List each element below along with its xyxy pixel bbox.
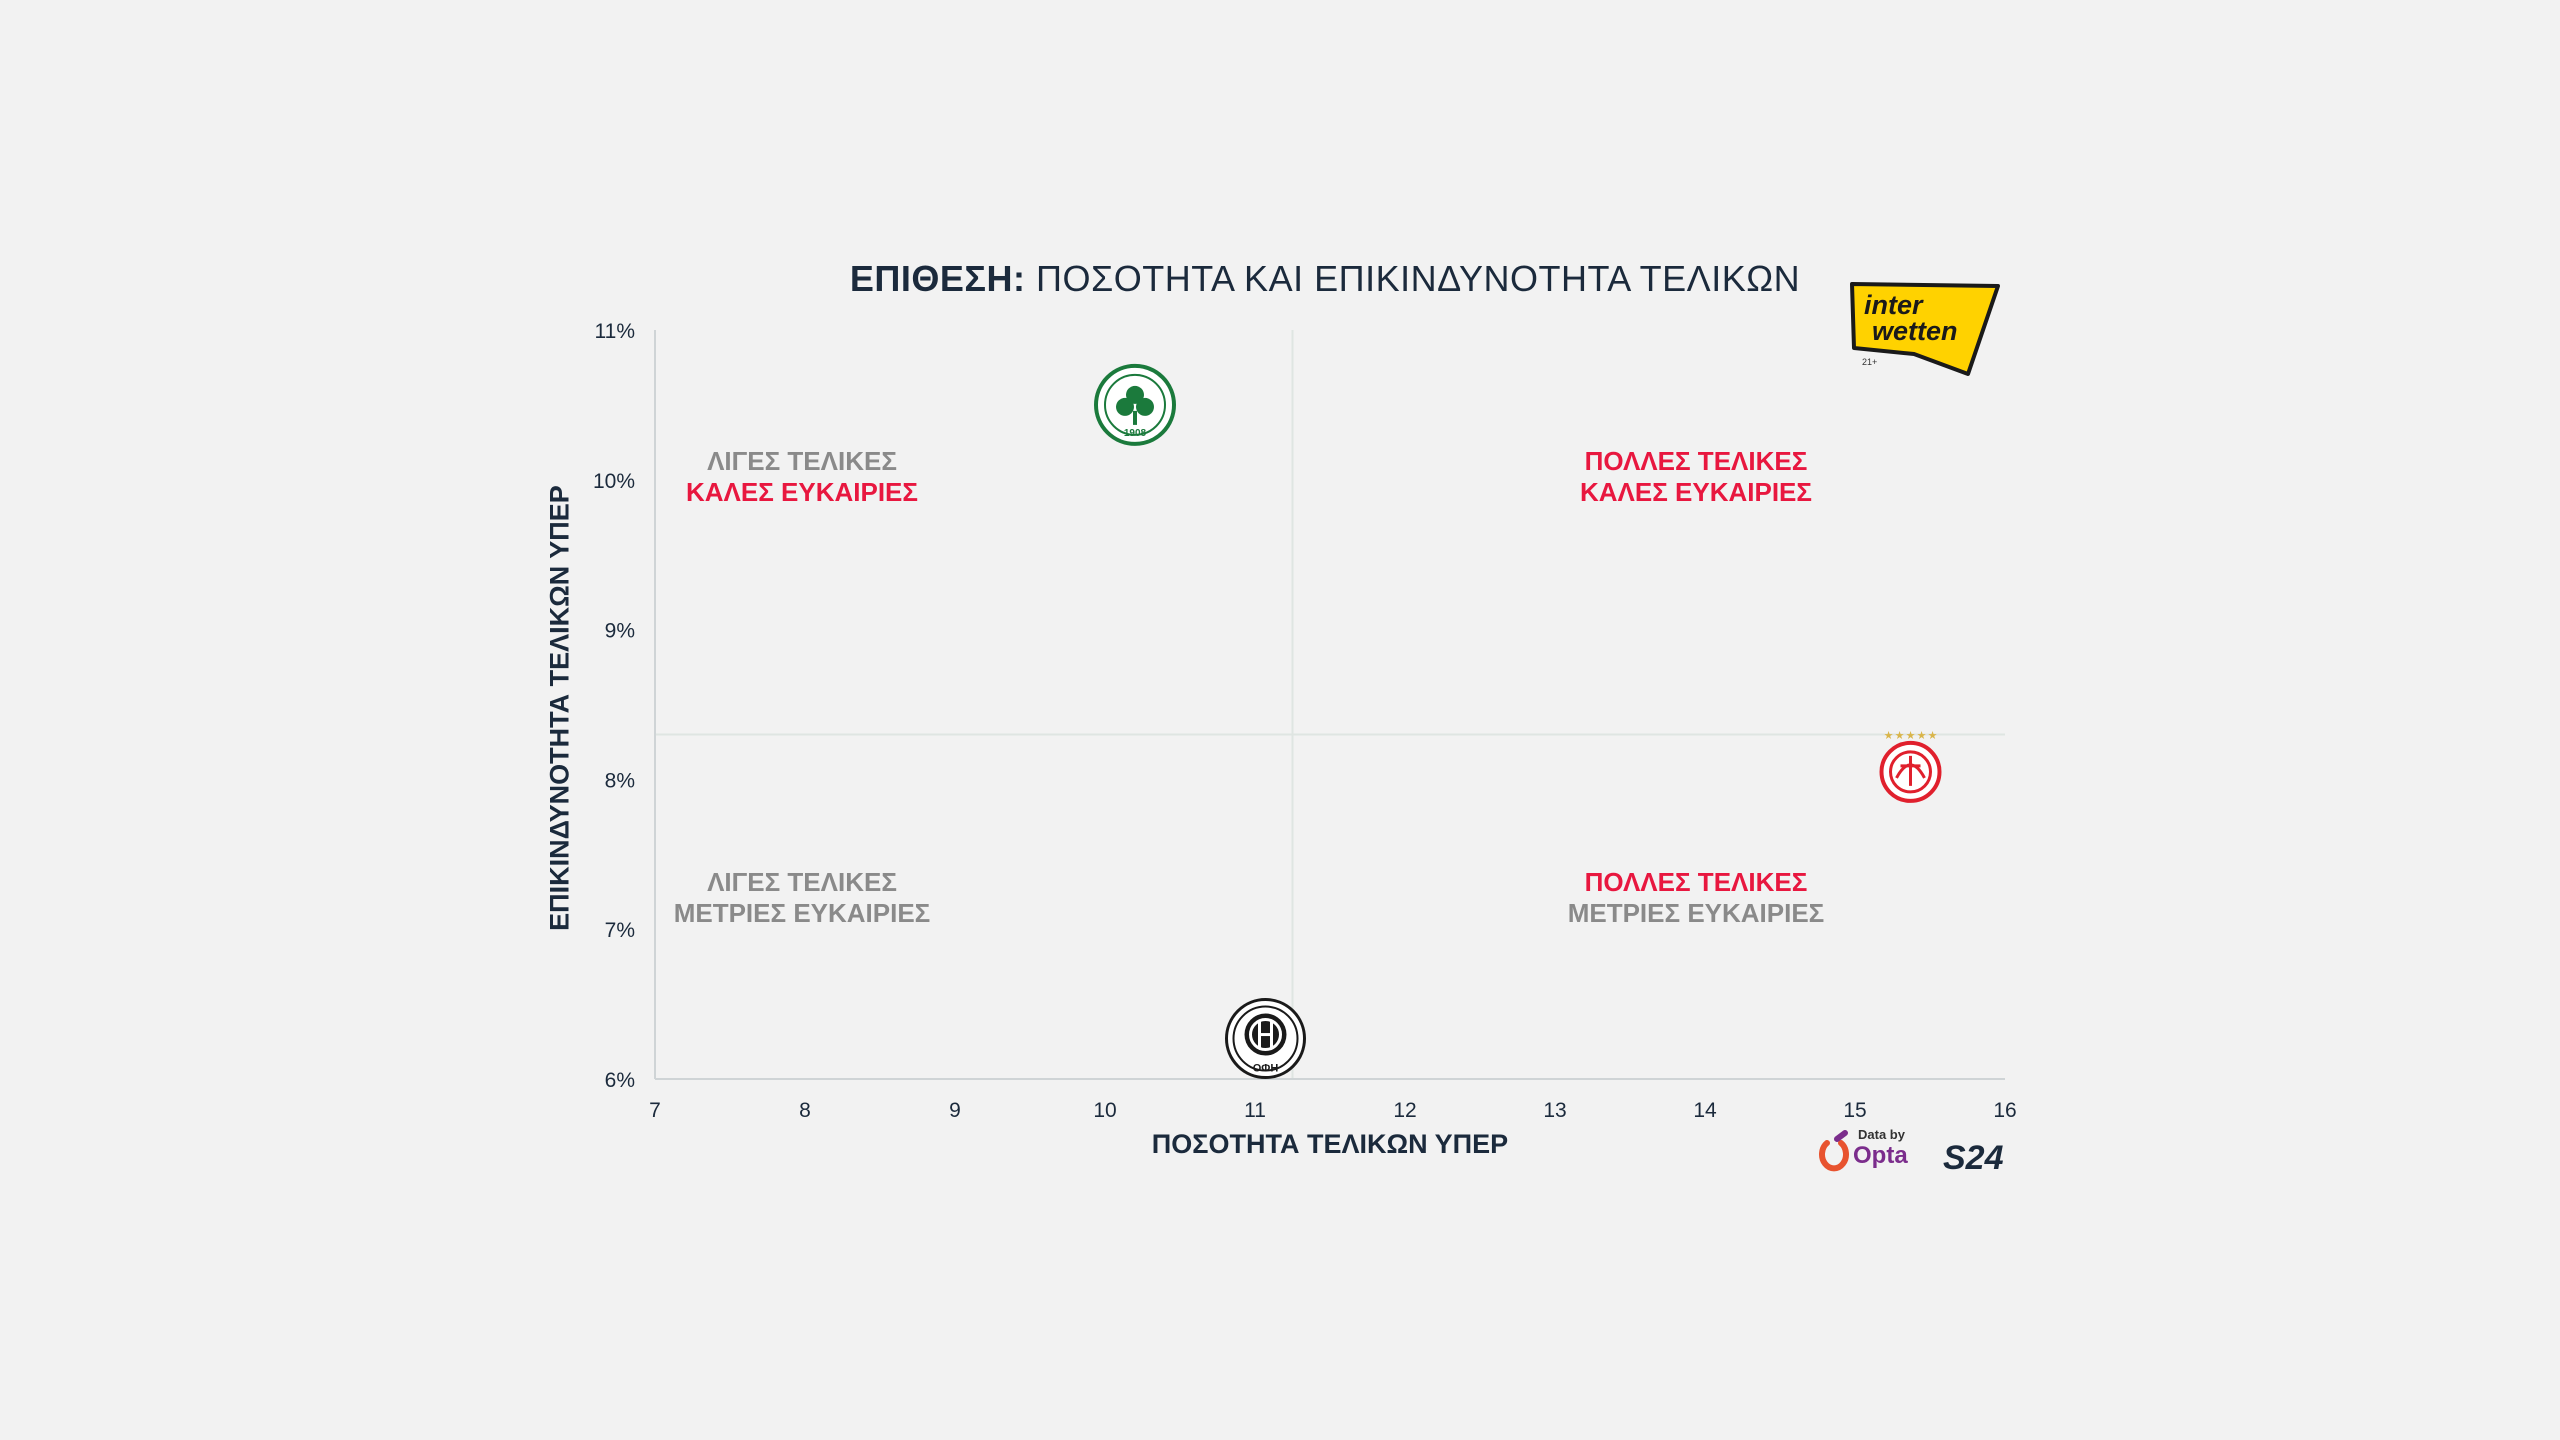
age-badge: 21+	[1862, 357, 1877, 367]
shamrock-leaf-icon	[1126, 385, 1144, 404]
tick-layer: 7 8 9 10 11 12 13 14 15 16 6% 7% 8% 9% 10% 11%	[593, 320, 2017, 1122]
y-tick-label: 11%	[595, 320, 635, 343]
y-tick-label: 7%	[605, 919, 635, 942]
x-tick-label: 13	[1543, 1099, 1566, 1122]
quadrant-bottom-left-line1: ΛΙΓΕΣ ΤΕΛΙΚΕΣ	[707, 867, 897, 897]
shamrock-leaf-icon	[1116, 397, 1134, 416]
crest-year-text: 1908	[1124, 428, 1147, 439]
x-tick-label: 7	[649, 1099, 661, 1122]
x-tick-label: 10	[1093, 1099, 1116, 1122]
data-by-text: Data by	[1858, 1127, 1905, 1142]
quadrant-bottom-right-label: ΠΟΛΛΕΣ ΤΕΛΙΚΕΣ ΜΕΤΡΙΕΣ ΕΥΚΑΙΡΙΕΣ	[1496, 867, 1896, 929]
x-tick-label: 9	[949, 1099, 961, 1122]
quadrant-top-left-line1: ΛΙΓΕΣ ΤΕΛΙΚΕΣ	[707, 446, 897, 476]
point-layer: 1908★ ★ ★ ★ ★ΟΦΗ	[1094, 363, 1942, 1080]
chart-title: ΕΠΙΘΕΣΗ: ΠΟΣΟΤΗΤΑ ΚΑΙ ΕΠΙΚΙΝΔΥΝΟΤΗΤΑ ΤΕΛ…	[0, 258, 2560, 300]
interwetten-logo-line2: wetten	[1872, 316, 1958, 346]
credits-logos: Opta S24	[1819, 1130, 2004, 1177]
interwetten-logo: inter wetten 21+	[1850, 282, 2000, 376]
quadrant-bottom-left-label: ΛΙΓΕΣ ΤΕΛΙΚΕΣ ΜΕΤΡΙΕΣ ΕΥΚΑΙΡΙΕΣ	[602, 867, 1002, 929]
quadrant-bottom-right-line2: ΜΕΤΡΙΕΣ ΕΥΚΑΙΡΙΕΣ	[1567, 898, 1825, 928]
y-tick-label: 9%	[605, 620, 635, 643]
opta-mark-accent-icon	[1834, 1130, 1848, 1142]
chart-title-bold: ΕΠΙΘΕΣΗ:	[849, 258, 1026, 299]
crest-emblem-ring-icon	[1249, 1018, 1282, 1052]
panathinaikos-crest: 1908	[1094, 363, 1176, 446]
crest-emblem-icon	[1895, 755, 1926, 786]
s24-logo-text: S24	[1943, 1139, 2004, 1177]
shamrock-leaf-icon	[1136, 397, 1154, 416]
y-tick-label: 6%	[605, 1069, 635, 1092]
crest-inner-ring	[1232, 1005, 1299, 1072]
y-tick-label: 8%	[605, 769, 635, 792]
y-axis-label: ΕΠΙΚΙΝΔΥΝΟΤΗΤΑ ΤΕΛΙΚΩΝ ΥΠΕΡ	[544, 485, 575, 931]
crest-ring	[1094, 363, 1176, 446]
quadrant-top-right-line1: ΠΟΛΛΕΣ ΤΕΛΙΚΕΣ	[1584, 446, 1808, 476]
star-icon: ★	[1928, 729, 1938, 742]
crest-inner-ring	[1104, 373, 1166, 436]
x-tick-label: 16	[1993, 1099, 2016, 1122]
quadrant-top-left-label: ΛΙΓΕΣ ΤΕΛΙΚΕΣ ΚΑΛΕΣ ΕΥΚΑΙΡΙΕΣ	[602, 446, 1002, 508]
grid-layer	[654, 330, 2005, 1080]
star-icon: ★	[1917, 729, 1927, 742]
quadrant-top-right-line2: ΚΑΛΕΣ ΕΥΚΑΙΡΙΕΣ	[1579, 477, 1813, 507]
x-tick-label: 8	[799, 1099, 811, 1122]
shamrock-stem-icon	[1133, 410, 1137, 425]
quadrant-bottom-right-line1: ΠΟΛΛΕΣ ΤΕΛΙΚΕΣ	[1584, 867, 1808, 897]
x-axis-label: ΠΟΣΟΤΗΤΑ ΤΕΛΙΚΩΝ ΥΠΕΡ	[1151, 1129, 1509, 1159]
opta-logo-text: Opta	[1853, 1142, 1908, 1169]
star-icon: ★	[1906, 729, 1916, 742]
x-tick-label: 15	[1843, 1099, 1866, 1122]
x-tick-label: 14	[1693, 1099, 1717, 1122]
interwetten-logo-line1: inter	[1864, 290, 1924, 320]
quadrant-top-left-line2: ΚΑΛΕΣ ΕΥΚΑΙΡΙΕΣ	[685, 477, 919, 507]
ofi-crest: ΟΦΗ	[1225, 998, 1306, 1080]
quadrant-bottom-left-line2: ΜΕΤΡΙΕΣ ΕΥΚΑΙΡΙΕΣ	[673, 898, 931, 928]
quadrant-top-right-label: ΠΟΛΛΕΣ ΤΕΛΙΚΕΣ ΚΑΛΕΣ ΕΥΚΑΙΡΙΕΣ	[1496, 446, 1896, 508]
opta-mark-icon	[1819, 1140, 1849, 1172]
crest-name-text: ΟΦΗ	[1253, 1063, 1279, 1075]
olympiacos-crest: ★ ★ ★ ★ ★	[1879, 729, 1942, 803]
x-tick-label: 11	[1244, 1099, 1266, 1122]
star-icon: ★	[1895, 729, 1905, 742]
crest-inner-ring	[1889, 750, 1932, 794]
x-tick-label: 12	[1393, 1099, 1416, 1122]
star-icon: ★	[1884, 729, 1894, 742]
y-tick-label: 10%	[593, 470, 635, 493]
chart-title-rest: ΠΟΣΟΤΗΤΑ ΚΑΙ ΕΠΙΚΙΝΔΥΝΟΤΗΤΑ ΤΕΛΙΚΩΝ	[1035, 258, 1801, 299]
